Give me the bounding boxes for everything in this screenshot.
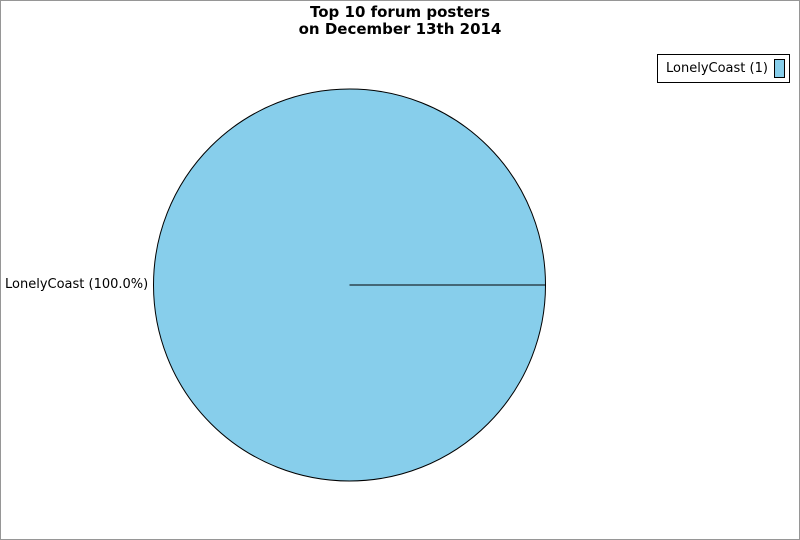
legend-color-swatch	[773, 59, 785, 78]
legend: LonelyCoast (1)	[657, 54, 790, 83]
chart-title: Top 10 forum posters	[310, 3, 490, 21]
chart-subtitle: on December 13th 2014	[298, 20, 502, 38]
legend-entry-label: LonelyCoast (1)	[666, 60, 768, 76]
pie-slice-label: LonelyCoast (100.0%)	[5, 277, 149, 292]
chart-title-block: Top 10 forum posters on December 13th 20…	[1, 4, 799, 38]
